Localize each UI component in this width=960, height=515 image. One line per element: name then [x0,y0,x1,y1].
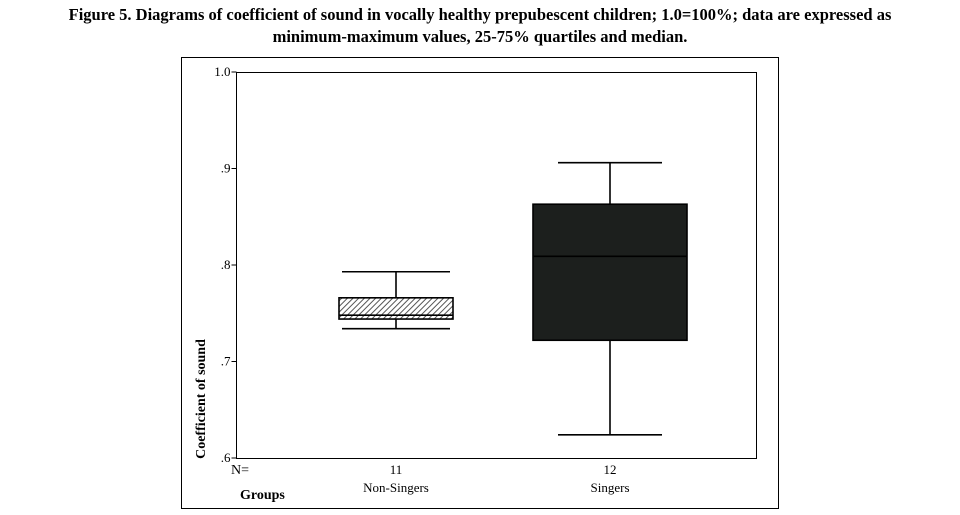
iqr-box [532,203,688,342]
caption-line-2: minimum-maximum values, 25-75% quartiles… [272,27,688,46]
figure-caption: Figure 5. Diagrams of coefficient of sou… [0,4,960,48]
y-tick-label: .7 [221,354,231,369]
iqr-box [338,297,454,320]
x-axis-title: Groups [240,488,285,503]
boxes: 11 Non-Singers 12 Singers [338,161,688,495]
y-tick-label: .6 [221,450,231,465]
box-group-non-singers: 11 Non-Singers [338,270,454,495]
y-axis: 1.0 .9 .8 .7 .6 [214,64,237,465]
caption-line-1: Figure 5. Diagrams of coefficient of sou… [68,5,892,24]
chart-frame [181,57,779,509]
y-tick-label: 1.0 [214,64,230,79]
y-axis-title: Coefficient of sound [194,339,209,459]
group-name-label: Singers [591,480,630,495]
y-tick-label: .9 [221,161,231,176]
n-label: N= [231,463,249,478]
group-name-label: Non-Singers [363,480,429,495]
group-n-label: 12 [604,462,617,477]
y-tick-label: .8 [221,257,231,272]
group-n-label: 11 [390,462,403,477]
box-group-singers: 12 Singers [532,161,688,495]
